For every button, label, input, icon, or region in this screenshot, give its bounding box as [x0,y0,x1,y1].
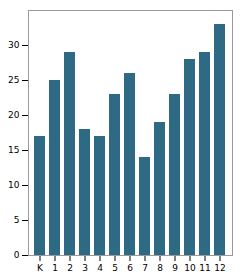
svg-text:2: 2 [67,263,73,273]
svg-text:5: 5 [14,215,20,225]
svg-text:4: 4 [97,263,103,273]
svg-text:20: 20 [8,110,20,120]
svg-text:7: 7 [142,263,148,273]
svg-text:10: 10 [184,263,196,273]
svg-text:1: 1 [52,263,58,273]
svg-text:10: 10 [8,180,20,190]
svg-text:K: K [37,263,44,273]
svg-text:11: 11 [199,263,210,273]
svg-text:15: 15 [8,145,19,155]
svg-text:9: 9 [172,263,178,273]
svg-text:8: 8 [157,263,163,273]
svg-text:25: 25 [8,75,19,85]
svg-text:12: 12 [214,263,225,273]
svg-text:30: 30 [8,40,20,50]
svg-text:0: 0 [14,250,20,260]
svg-text:6: 6 [127,263,133,273]
svg-text:5: 5 [112,263,118,273]
svg-text:3: 3 [82,263,88,273]
